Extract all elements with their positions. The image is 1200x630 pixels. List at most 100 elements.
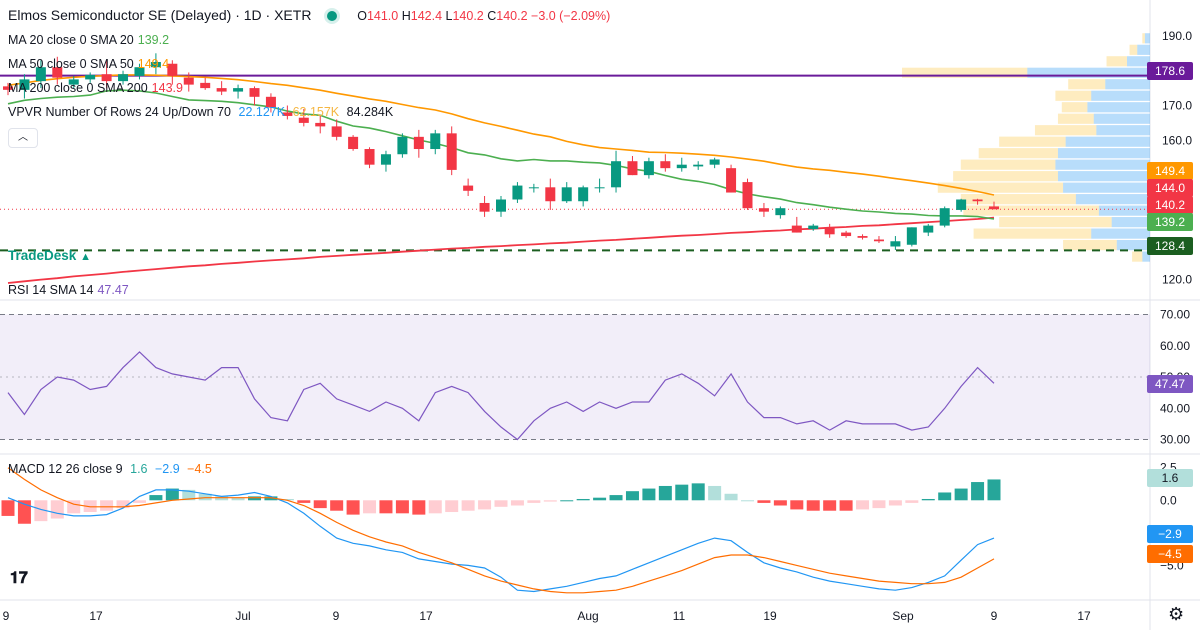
macd-histogram-bar [231, 497, 245, 501]
candle-down [348, 136, 359, 150]
time-axis-tick: 17 [1077, 609, 1091, 623]
tradedesk-annotation: TradeDesk ▲ [8, 248, 91, 263]
macd-signal-badge: −4.5 [1147, 545, 1193, 563]
macd-histogram-bar [379, 500, 393, 514]
volume-profile-up-bar [1075, 194, 1150, 205]
time-axis-tick: 9 [991, 609, 998, 623]
macd-histogram-bar [248, 496, 261, 501]
candle-down [758, 208, 769, 212]
price-axis-tick: 170.0 [1162, 99, 1192, 113]
candle-down [413, 136, 424, 150]
collapse-legend-button[interactable]: ︿ [8, 128, 38, 148]
volume-profile-down-bar [960, 159, 1056, 170]
macd-histogram-bar [839, 500, 853, 511]
candle-down [331, 126, 342, 137]
candle-up [430, 133, 441, 150]
tradingview-logo[interactable]: 𝟏𝟕 [10, 570, 28, 587]
candle-down [282, 112, 293, 116]
macd-histogram-bar [461, 500, 475, 511]
rsi-axis-tick: 30.00 [1160, 433, 1190, 447]
legend-rsi[interactable]: RSI 14 SMA 14 47.47 [8, 283, 129, 297]
legend-vpvr[interactable]: VPVR Number Of Rows 24 Up/Down 70 22.127… [8, 105, 394, 119]
candle-down [3, 86, 13, 90]
macd-line-badge: −2.9 [1147, 525, 1193, 543]
candle-down [52, 67, 63, 78]
candle-up [19, 79, 30, 90]
volume-profile-up-bar [1137, 44, 1150, 55]
macd-histogram-bar [330, 500, 344, 511]
volume-profile-up-bar [1091, 90, 1150, 101]
volume-profile-down-bar [1106, 56, 1127, 67]
volume-profile-down-bar [1142, 33, 1145, 44]
macd-histogram-bar [741, 500, 754, 502]
candle-up [709, 159, 720, 165]
volume-profile-up-bar [1087, 102, 1150, 113]
candle-up [496, 199, 506, 212]
legend-ma200[interactable]: MA 200 close 0 SMA 200 143.9 [8, 81, 183, 95]
volume-profile-up-bar [1027, 67, 1150, 78]
volume-profile-down-bar [1129, 44, 1138, 55]
candle-down [216, 88, 227, 92]
candle-down [989, 206, 999, 210]
candle-up [85, 74, 96, 80]
candle-up [923, 225, 934, 233]
symbol-title[interactable]: Elmos Semiconductor SE (Delayed) · 1D · … [8, 7, 312, 23]
macd-histogram-bar [938, 492, 952, 501]
candle-up [233, 88, 244, 92]
candle-up [939, 208, 950, 226]
candle-up [561, 187, 572, 202]
volume-profile-up-bar [1105, 79, 1150, 90]
macd-histogram-bar [543, 500, 557, 502]
candle-up [693, 164, 704, 167]
candle-down [298, 117, 309, 123]
macd-line [7, 489, 995, 593]
volume-profile-down-bar [1068, 79, 1106, 90]
macd-histogram-bar [132, 500, 146, 503]
candle-down [249, 88, 260, 97]
market-status-icon [327, 11, 338, 22]
legend-ma50[interactable]: MA 50 close 0 SMA 50 149.4 [8, 57, 170, 71]
legend-macd[interactable]: MACD 12 26 close 9 1.6 −2.9 −4.5 [8, 462, 212, 476]
candle-up [676, 164, 687, 169]
candle-up [150, 61, 161, 68]
price-badge-ma200: 144.0 [1147, 179, 1193, 197]
macd-histogram-bar [445, 500, 459, 513]
candle-down [841, 232, 852, 237]
macd-histogram-bar [313, 500, 327, 509]
candle-down [873, 239, 884, 242]
rsi-badge: 47.47 [1147, 375, 1193, 393]
ma20-line [7, 89, 995, 220]
legend-ma20[interactable]: MA 20 close 0 SMA 20 139.2 [8, 33, 170, 47]
settings-gear-icon[interactable]: ⚙ [1168, 604, 1185, 624]
macd-histogram-bar [264, 496, 278, 501]
macd-histogram-bar [17, 500, 31, 524]
macd-histogram-bar [363, 500, 377, 514]
macd-histogram-bar [971, 482, 985, 501]
volume-profile-up-bar [1144, 33, 1150, 44]
candle-down [463, 185, 474, 191]
volume-profile-down-bar [999, 136, 1066, 147]
macd-histogram-bar [691, 483, 705, 501]
price-axis-tick: 120.0 [1162, 273, 1192, 287]
macd-histogram-bar [609, 495, 623, 501]
macd-signal-line [7, 467, 995, 594]
candle-up [35, 67, 46, 82]
rsi-axis-tick: 70.00 [1160, 308, 1190, 322]
macd-histogram-bar [50, 500, 64, 519]
macd-histogram-bar [576, 498, 590, 501]
macd-histogram-bar [395, 500, 409, 514]
macd-histogram-bar [560, 500, 574, 502]
macd-histogram-bar [593, 497, 607, 501]
candle-down [479, 202, 490, 212]
macd-histogram-bar [757, 500, 771, 503]
macd-hist-badge: 1.6 [1147, 469, 1193, 487]
macd-histogram-bar [182, 489, 196, 501]
volume-profile-up-bar [1055, 159, 1150, 170]
candle-up [906, 227, 917, 245]
macd-histogram-bar [724, 493, 738, 501]
volume-profile-up-bar [1093, 113, 1150, 124]
candle-down [824, 227, 835, 235]
volume-profile-down-bar [1061, 102, 1088, 113]
macd-histogram-bar [412, 500, 426, 515]
